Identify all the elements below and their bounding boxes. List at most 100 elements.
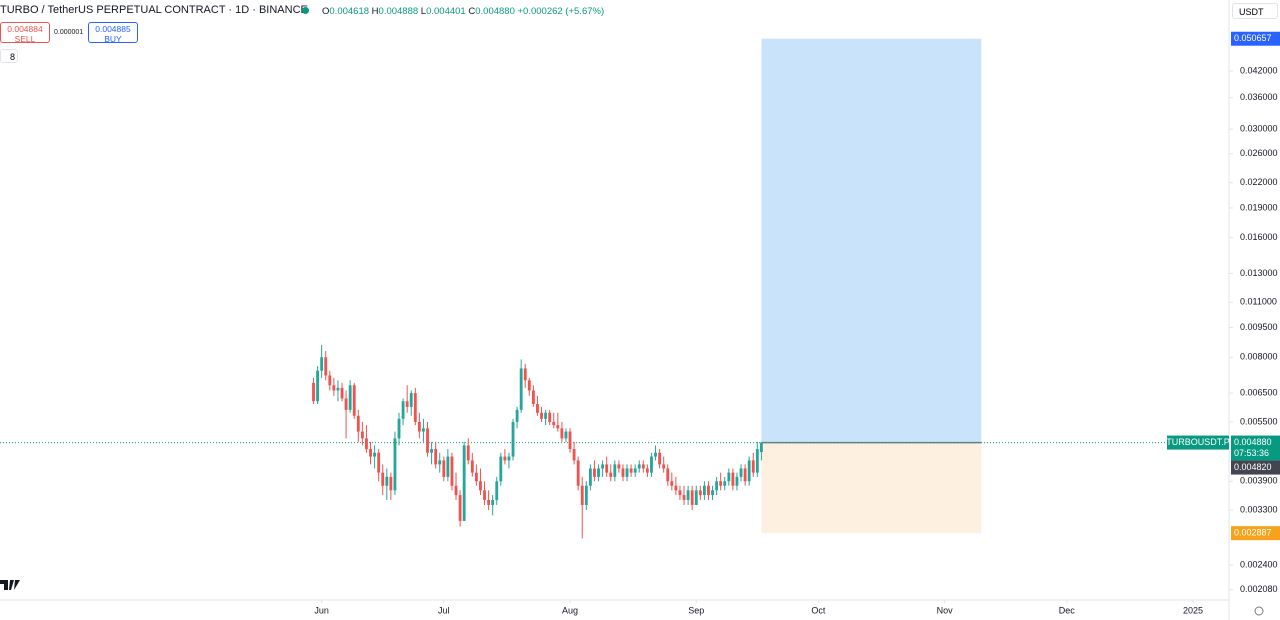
candle-body bbox=[442, 460, 446, 477]
candle-body bbox=[401, 401, 405, 419]
candle-body bbox=[540, 412, 543, 419]
candle-body bbox=[759, 442, 763, 453]
target-zone bbox=[761, 38, 982, 443]
countdown-label: 07:53:36 bbox=[1234, 448, 1269, 458]
candle-body bbox=[515, 409, 519, 422]
candle-body bbox=[340, 387, 344, 399]
candle-body bbox=[719, 481, 723, 486]
ohlc-key: L bbox=[420, 6, 427, 17]
prev-price-label: 0.004820 bbox=[1234, 462, 1272, 472]
candle-body bbox=[707, 485, 710, 496]
candle-body bbox=[377, 452, 381, 473]
x-tick-label: Sep bbox=[688, 605, 704, 615]
stop-zone bbox=[761, 442, 982, 534]
candle-body bbox=[572, 449, 576, 461]
candle-body bbox=[601, 464, 605, 469]
prev-price-tag bbox=[1231, 460, 1280, 475]
candle-body bbox=[617, 464, 621, 469]
candle-body bbox=[747, 460, 751, 482]
candle-body bbox=[698, 490, 702, 496]
y-tick-label: 0.003900 bbox=[1240, 476, 1278, 486]
candle-body bbox=[344, 398, 348, 410]
candle-body bbox=[422, 428, 425, 432]
y-tick-label: 0.003300 bbox=[1240, 504, 1278, 514]
ohlc-value: 0.004401 bbox=[426, 6, 466, 17]
candle-body bbox=[446, 456, 450, 477]
x-tick-label: Nov bbox=[937, 605, 954, 615]
buy-label: BUY bbox=[104, 34, 122, 44]
candle-body bbox=[324, 357, 328, 376]
candle-body bbox=[580, 485, 584, 505]
candle-body bbox=[678, 490, 682, 496]
candle-body bbox=[686, 490, 690, 500]
candle-body bbox=[405, 401, 409, 407]
candle-body bbox=[503, 456, 507, 461]
symbol-tag-label: TURBOUSDT.P bbox=[1166, 437, 1230, 447]
indicators-toggle[interactable]: 8 bbox=[0, 49, 18, 63]
candle-body bbox=[360, 431, 364, 439]
candle-body bbox=[466, 445, 470, 461]
candle-body bbox=[715, 481, 719, 491]
candle-body bbox=[356, 415, 360, 432]
candle-body bbox=[409, 393, 413, 407]
ohlc-value: 0.004618 bbox=[329, 6, 370, 17]
currency-select[interactable]: USDT bbox=[1232, 3, 1278, 19]
candle-body bbox=[597, 468, 600, 477]
candle-body bbox=[397, 418, 401, 439]
candle-body bbox=[389, 476, 393, 491]
candle-body bbox=[519, 368, 523, 410]
candle-body bbox=[629, 468, 633, 473]
sell-button[interactable]: 0.004884 SELL bbox=[0, 22, 50, 44]
ohlc-value: 0.004880 bbox=[475, 6, 515, 17]
y-tick-label: 0.026000 bbox=[1240, 148, 1278, 158]
candle-body bbox=[621, 468, 625, 477]
settings-icon[interactable] bbox=[1254, 606, 1264, 616]
candle-body bbox=[426, 428, 429, 453]
x-tick-label: Oct bbox=[811, 605, 826, 615]
candle-body bbox=[739, 468, 743, 477]
candle-body bbox=[413, 393, 417, 422]
spread: 0.000001 bbox=[54, 29, 84, 36]
buy-button[interactable]: 0.004885 BUY bbox=[88, 22, 138, 44]
candle-body bbox=[393, 438, 397, 491]
candle-body bbox=[605, 464, 609, 473]
candle-body bbox=[552, 421, 556, 426]
candle-body bbox=[491, 499, 495, 505]
candle-body bbox=[633, 468, 637, 473]
candle-body bbox=[320, 357, 324, 371]
candle-body bbox=[438, 460, 442, 465]
candle-body bbox=[625, 468, 629, 477]
x-tick-label: Jun bbox=[314, 605, 329, 615]
candle-body bbox=[316, 370, 320, 402]
candle-body bbox=[609, 472, 613, 477]
candle-body bbox=[743, 468, 747, 482]
candle-body bbox=[312, 382, 315, 402]
candle-body bbox=[650, 456, 653, 473]
candle-body bbox=[495, 481, 499, 500]
candle-body bbox=[727, 472, 731, 482]
candle-body bbox=[548, 412, 552, 422]
candle-body bbox=[454, 485, 458, 496]
candle-body bbox=[751, 460, 755, 473]
sell-label: SELL bbox=[14, 34, 36, 44]
candle-body bbox=[332, 385, 336, 391]
candle-body bbox=[711, 490, 714, 496]
candle-body bbox=[352, 385, 356, 416]
y-tick-label: 0.011000 bbox=[1240, 297, 1277, 307]
candle-body bbox=[523, 368, 527, 381]
last-price-label: 0.004880 bbox=[1234, 437, 1272, 447]
candle-body bbox=[584, 485, 588, 505]
candle-body bbox=[531, 390, 535, 405]
ohlc-key: O bbox=[322, 6, 330, 17]
candle-body bbox=[450, 456, 454, 486]
candle-body bbox=[373, 452, 377, 457]
candle-body bbox=[365, 438, 368, 450]
candle-body bbox=[666, 468, 670, 482]
y-tick-label: 0.005500 bbox=[1240, 416, 1278, 426]
stop-price-tag-label: 0.002887 bbox=[1234, 528, 1272, 538]
candle-body bbox=[483, 490, 486, 500]
target-price-tag-label: 0.050657 bbox=[1234, 33, 1272, 43]
candle-body bbox=[560, 428, 564, 439]
candle-body bbox=[381, 472, 385, 486]
